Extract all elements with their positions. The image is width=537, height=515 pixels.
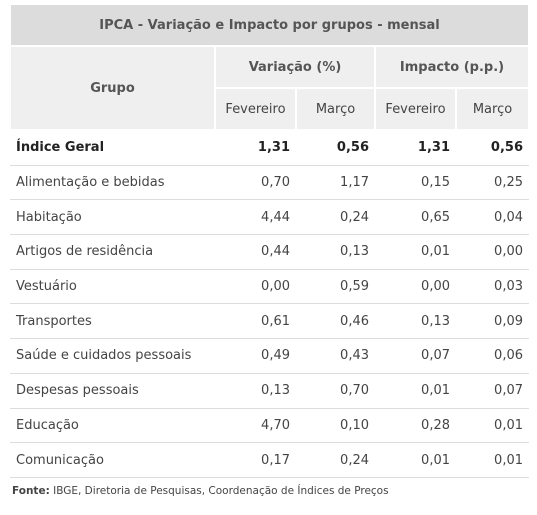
- column-group: Impacto (p.p.): [374, 45, 530, 89]
- cell-value: 0,13: [296, 234, 375, 270]
- group-name: Educação: [10, 408, 215, 444]
- table-row: Artigos de residência 0,44 0,13 0,01 0,00: [10, 234, 529, 270]
- cell-value: 0,13: [375, 303, 456, 340]
- cell-value: 0,10: [296, 408, 375, 444]
- cell-value: 0,07: [375, 338, 456, 374]
- ipca-table: IPCA - Variação e Impacto por grupos - m…: [9, 3, 530, 478]
- cell-value: 0,09: [456, 303, 529, 340]
- group-header: Grupo: [9, 45, 216, 131]
- cell-value: 4,44: [215, 199, 296, 236]
- cell-value: 1,31: [375, 130, 456, 166]
- table-row: Transportes 0,61 0,46 0,13 0,09: [10, 303, 529, 340]
- table-title: IPCA - Variação e Impacto por grupos - m…: [9, 3, 530, 47]
- cell-value: 0,43: [296, 338, 375, 374]
- group-name: Despesas pessoais: [10, 373, 215, 409]
- table-row: Despesas pessoais 0,13 0,70 0,01 0,07: [10, 373, 529, 409]
- cell-value: 0,56: [296, 130, 375, 166]
- cell-value: 0,24: [296, 442, 375, 478]
- table-row: Comunicação 0,17 0,24 0,01 0,01: [10, 442, 529, 478]
- table-row: Alimentação e bebidas 0,70 1,17 0,15 0,25: [10, 165, 529, 201]
- cell-value: 0,49: [215, 338, 296, 374]
- cell-value: 0,01: [375, 373, 456, 409]
- group-name: Transportes: [10, 303, 215, 340]
- source-text: IBGE, Diretoria de Pesquisas, Coordenaçã…: [53, 485, 389, 497]
- cell-value: 0,13: [215, 373, 296, 409]
- subheader: Fevereiro: [374, 87, 457, 131]
- cell-value: 0,00: [456, 234, 529, 270]
- group-name: Vestuário: [10, 269, 215, 305]
- cell-value: 0,03: [456, 269, 529, 305]
- group-name: Saúde e cuidados pessoais: [10, 338, 215, 374]
- cell-value: 0,59: [296, 269, 375, 305]
- cell-value: 0,65: [375, 199, 456, 236]
- subheader: Fevereiro: [214, 87, 297, 131]
- cell-value: 0,25: [456, 165, 529, 201]
- cell-value: 1,17: [296, 165, 375, 201]
- group-name: Comunicação: [10, 442, 215, 478]
- cell-value: 0,15: [375, 165, 456, 201]
- cell-value: 0,44: [215, 234, 296, 270]
- source: Fonte: IBGE, Diretoria de Pesquisas, Coo…: [12, 485, 389, 497]
- cell-value: 0,56: [456, 130, 529, 166]
- cell-value: 1,31: [215, 130, 296, 166]
- group-name: Alimentação e bebidas: [10, 165, 215, 201]
- subheader: Março: [295, 87, 376, 131]
- cell-value: 0,06: [456, 338, 529, 374]
- cell-value: 0,00: [375, 269, 456, 305]
- cell-value: 0,01: [375, 234, 456, 270]
- cell-value: 0,04: [456, 199, 529, 236]
- table-row: Educação 4,70 0,10 0,28 0,01: [10, 408, 529, 444]
- table-row: Índice Geral 1,31 0,56 1,31 0,56: [10, 130, 529, 166]
- cell-value: 0,01: [456, 408, 529, 444]
- cell-value: 0,17: [215, 442, 296, 478]
- table-row: Habitação 4,44 0,24 0,65 0,04: [10, 199, 529, 236]
- source-label: Fonte:: [12, 485, 50, 497]
- group-name: Artigos de residência: [10, 234, 215, 270]
- cell-value: 0,01: [456, 442, 529, 478]
- cell-value: 0,24: [296, 199, 375, 236]
- group-name: Índice Geral: [10, 130, 215, 166]
- subheader: Março: [455, 87, 530, 131]
- cell-value: 0,46: [296, 303, 375, 340]
- cell-value: 0,70: [215, 165, 296, 201]
- cell-value: 0,61: [215, 303, 296, 340]
- cell-value: 0,07: [456, 373, 529, 409]
- cell-value: 0,00: [215, 269, 296, 305]
- cell-value: 0,70: [296, 373, 375, 409]
- cell-value: 4,70: [215, 408, 296, 444]
- cell-value: 0,01: [375, 442, 456, 478]
- table-body: Índice Geral 1,31 0,56 1,31 0,56 Alimentação …: [10, 130, 529, 478]
- group-name: Habitação: [10, 199, 215, 236]
- table-row: Saúde e cuidados pessoais 0,49 0,43 0,07 0,0…: [10, 338, 529, 374]
- cell-value: 0,28: [375, 408, 456, 444]
- column-group: Variação (%): [214, 45, 376, 89]
- table-row: Vestuário 0,00 0,59 0,00 0,03: [10, 269, 529, 305]
